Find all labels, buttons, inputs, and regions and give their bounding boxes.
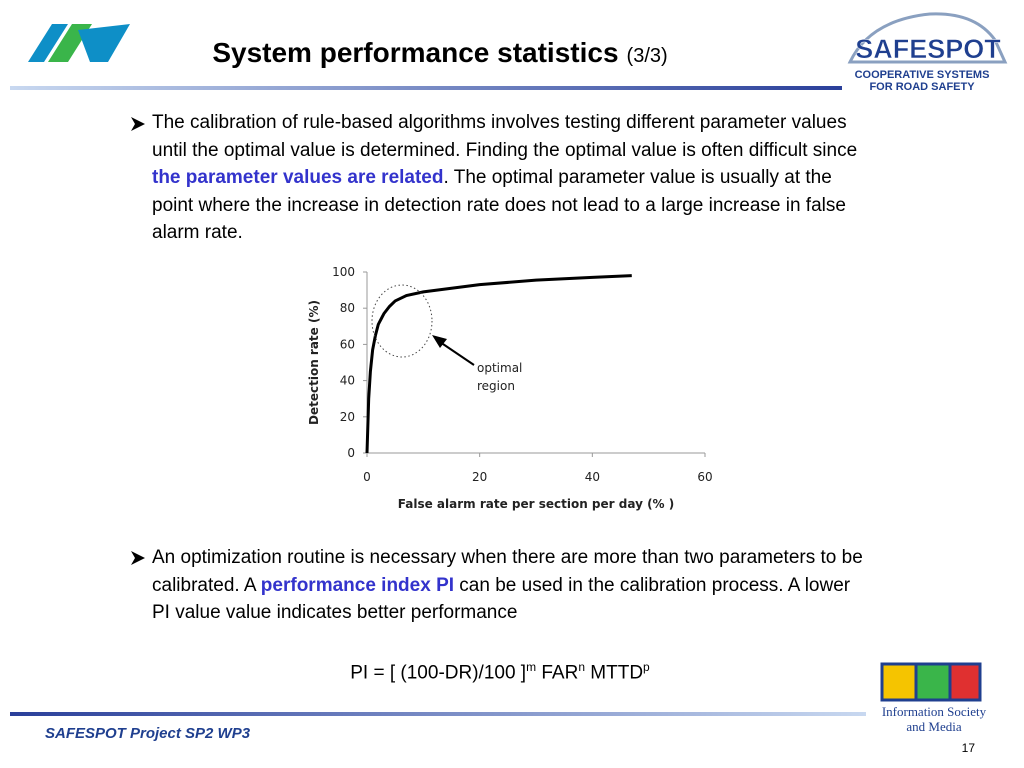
y-tick-label: 0 <box>347 446 355 460</box>
text: m <box>526 660 537 674</box>
text: MTTD <box>585 662 644 684</box>
annotation: optimal <box>477 361 522 375</box>
text: . The optimal parameter value is usually… <box>152 167 846 243</box>
text: p <box>643 660 650 674</box>
arrow-head <box>432 335 447 348</box>
text: can be used in the calibration process. … <box>152 574 851 624</box>
logo-text: SAFESPOT <box>855 34 1001 64</box>
logo-sub: COOPERATIVE SYSTEMS <box>855 69 990 81</box>
y-tick-label: 80 <box>340 301 355 315</box>
text: An optimization routine is necessary whe… <box>152 547 863 596</box>
logo-sub: FOR ROAD SAFETY <box>869 81 975 93</box>
annotation-arrow <box>439 341 475 366</box>
eu-logo: Information Society and Media <box>880 662 987 734</box>
x-axis-label: False alarm rate per section per day (% … <box>398 497 675 511</box>
highlight-circle <box>371 284 433 358</box>
highlight-text: the parameter values are related <box>152 167 444 188</box>
x-tick-label: 60 <box>697 470 712 484</box>
y-tick-label: 60 <box>340 337 355 351</box>
x-tick-label: 20 <box>472 470 487 484</box>
text: n <box>578 660 585 674</box>
y-tick-label: 100 <box>332 265 355 279</box>
footer-rule <box>10 712 866 716</box>
header-rule <box>10 86 842 90</box>
y-tick-label: 20 <box>340 410 355 424</box>
highlight-text: performance index PI <box>260 574 455 596</box>
bullet-marker <box>131 117 145 131</box>
annotation: region <box>477 379 515 393</box>
cit-logo <box>28 24 130 62</box>
page-number: 17 <box>962 741 976 755</box>
x-tick-label: 0 <box>363 470 371 484</box>
text: FAR <box>536 662 579 684</box>
bullet-marker <box>131 551 145 565</box>
footer-project: SAFESPOT Project SP2 WP3 <box>45 725 251 742</box>
data-line <box>365 274 632 454</box>
y-axis-label: Detection rate (%) <box>307 300 321 425</box>
y-tick-label: 40 <box>340 374 355 388</box>
chart: 0 20 40 60 80 100 0 20 40 60 False alarm rate per … <box>307 265 713 511</box>
eu-text: Information Society <box>882 704 987 719</box>
title: System performance statistics (3/3) <box>212 37 667 68</box>
bullet: An optimization routine is necessary whe… <box>152 544 864 627</box>
eu-text: and Media <box>906 719 961 734</box>
safespot-logo: SAFESPOT COOPERATIVE SYSTEMS FOR ROAD SA… <box>847 12 1008 93</box>
text: The calibration of rule-based algorithms… <box>152 112 858 161</box>
x-tick-label: 40 <box>585 470 600 484</box>
text: PI = [ (100-DR)/100 ] <box>350 662 527 684</box>
bullet: The calibration of rule-based algorithms… <box>152 109 864 247</box>
formula: PI = [ (100-DR)/100 ]m FARn MTTDp <box>0 660 1000 684</box>
